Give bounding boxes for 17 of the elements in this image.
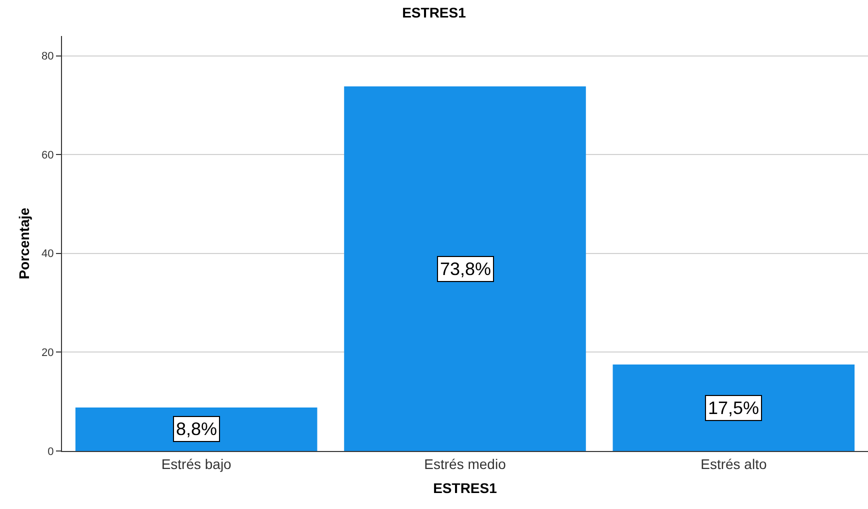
- y-tick-label: 40: [42, 248, 54, 260]
- x-tick-label: Estrés medio: [424, 456, 506, 472]
- y-tick-label: 60: [42, 149, 54, 162]
- x-axis-title: ESTRES1: [433, 480, 498, 496]
- y-tick-label: 20: [42, 347, 54, 360]
- data-label: 73,8%: [440, 259, 492, 279]
- bar: [612, 364, 855, 451]
- data-label: 17,5%: [708, 398, 760, 418]
- x-tick-label: Estrés bajo: [161, 456, 232, 472]
- bar: [75, 408, 318, 451]
- chart-title: ESTRES1: [402, 4, 466, 20]
- y-axis-title: Porcentaje: [16, 207, 32, 280]
- y-tick-label: 80: [42, 50, 54, 63]
- data-label: 8,8%: [176, 419, 218, 439]
- y-tick-label: 0: [48, 446, 54, 458]
- bar: [344, 86, 586, 451]
- x-tick-label: Estrés alto: [700, 456, 767, 472]
